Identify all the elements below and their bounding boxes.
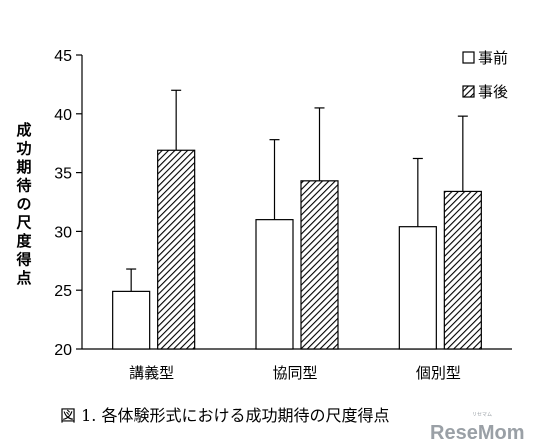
y-axis-label-char: 期 [16,158,31,176]
y-axis-label-char: 点 [16,269,31,287]
error-bars [126,89,468,292]
y-axis-label-char: 得 [15,251,31,269]
y-tick-label: 25 [54,283,72,300]
bars [112,149,482,350]
y-axis: 20 25 30 35 40 45 [54,48,83,359]
category-labels: 講義型 協同型 個別型 [129,364,461,382]
legend-item-post: 事後 [462,83,508,101]
y-axis-label-char: 成 [16,121,31,139]
x-tick-label: 協同型 [272,364,317,382]
x-tick-label: 講義型 [129,364,174,382]
bar-post [300,180,339,350]
legend: 事前 事後 [462,49,508,101]
y-axis-label-char: の [16,195,31,213]
watermark-ruby: リセマム [472,412,492,418]
y-axis-label-char: 尺 [16,214,31,232]
y-tick-label: 35 [54,166,72,183]
watermark-text: ReseMom [430,422,524,444]
legend-swatch-post [462,85,475,98]
legend-swatch-pre [462,51,475,64]
bar-pre [398,226,437,350]
y-tick-label: 40 [54,107,72,124]
y-tick-label: 45 [54,48,72,65]
y-tick-label: 20 [54,342,72,359]
bar-post [443,190,482,350]
y-axis-label: 成功期待の尺度得点 [15,121,32,287]
legend-item-pre: 事前 [462,49,508,67]
bar-pre [112,290,151,350]
y-axis-label-char: 功 [16,140,31,158]
bar-post [157,149,196,350]
figure-caption: 図 1. 各体験形式における成功期待の尺度得点 [60,406,389,425]
bar-pre [255,219,294,350]
watermark: リセマム ReseMom [430,412,524,444]
y-axis-label-char: 待 [16,177,31,195]
legend-label-pre: 事前 [478,49,508,67]
y-axis-label-char: 度 [16,232,32,250]
y-tick-label: 30 [54,224,72,241]
legend-label-post: 事後 [478,83,508,101]
x-tick-label: 個別型 [416,364,461,382]
